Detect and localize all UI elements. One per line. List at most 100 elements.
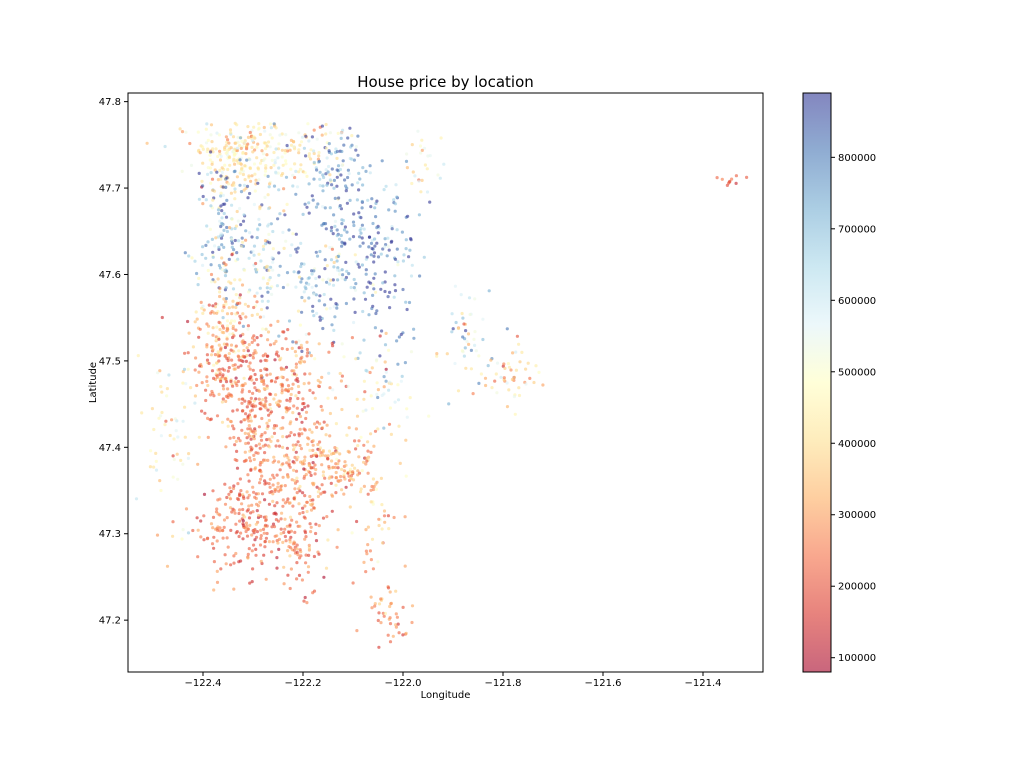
house-point [250, 549, 254, 553]
house-point [231, 384, 235, 388]
house-point [281, 172, 285, 176]
house-point [300, 135, 305, 139]
house-point [274, 393, 278, 397]
house-point [730, 177, 734, 181]
house-point [321, 173, 325, 177]
house-point [317, 159, 321, 163]
house-point [383, 245, 387, 249]
house-point [209, 345, 214, 349]
house-point [382, 614, 386, 618]
house-point [375, 226, 379, 230]
house-point [256, 181, 260, 185]
house-point [342, 469, 346, 473]
house-point [227, 182, 231, 186]
house-point [270, 158, 274, 162]
house-point [383, 520, 387, 524]
house-point [223, 345, 227, 350]
house-point [210, 177, 215, 181]
house-point [463, 346, 467, 350]
house-point [226, 545, 230, 549]
house-point [160, 410, 164, 415]
house-point [405, 407, 409, 411]
house-point [311, 461, 315, 465]
house-point [384, 379, 388, 383]
house-point [481, 317, 485, 321]
house-point [250, 580, 254, 584]
house-point [725, 183, 730, 187]
house-point [243, 178, 247, 182]
house-point [461, 335, 465, 339]
house-point [298, 323, 302, 327]
house-point [230, 217, 234, 221]
house-point [263, 402, 267, 406]
house-point [295, 543, 299, 547]
x-tick-label: −122.0 [384, 678, 421, 689]
house-point [292, 145, 296, 149]
house-point [265, 438, 269, 442]
house-point [386, 295, 390, 299]
house-point [383, 289, 387, 294]
house-point [280, 155, 284, 159]
house-point [327, 464, 331, 469]
house-point [425, 190, 430, 194]
house-point [287, 387, 291, 391]
house-point [229, 379, 233, 384]
house-point [219, 177, 223, 181]
house-point [369, 450, 373, 454]
house-point [258, 223, 262, 227]
house-point [354, 148, 358, 152]
house-point [172, 457, 176, 462]
house-point [408, 248, 412, 252]
house-point [339, 474, 343, 479]
house-point [337, 254, 341, 258]
house-point [235, 466, 240, 470]
colorbar-tick-label: 200000 [838, 582, 876, 593]
house-point [368, 370, 372, 375]
house-point [236, 239, 241, 243]
house-point [514, 368, 519, 372]
house-point [315, 137, 319, 141]
house-point [277, 403, 281, 407]
house-point [239, 364, 243, 368]
house-point [278, 487, 283, 492]
house-point [298, 484, 302, 489]
house-point [220, 330, 224, 334]
y-tick-label: 47.5 [99, 356, 121, 367]
house-point [328, 206, 332, 210]
house-point [225, 198, 229, 202]
house-point [237, 494, 242, 498]
house-point [205, 122, 209, 126]
house-point [333, 315, 337, 319]
house-point [395, 339, 399, 343]
house-point [212, 376, 216, 380]
house-point [258, 500, 262, 504]
house-point [379, 597, 383, 601]
house-point [216, 498, 220, 502]
house-point [309, 157, 313, 161]
house-point [232, 334, 236, 338]
house-point [369, 595, 373, 599]
house-point [210, 369, 215, 373]
house-point [471, 392, 475, 396]
house-point [258, 481, 262, 485]
house-point [368, 171, 372, 175]
house-point [306, 122, 310, 126]
house-point [235, 251, 239, 255]
house-point [422, 255, 426, 259]
chart-title: House price by location [357, 73, 534, 91]
house-point [313, 463, 317, 467]
house-point [272, 431, 277, 435]
house-point [353, 439, 357, 443]
house-point [335, 450, 339, 454]
house-point [247, 434, 251, 438]
house-point [291, 382, 295, 386]
house-point [275, 350, 279, 354]
house-point [228, 226, 232, 230]
house-point [317, 342, 321, 346]
house-point [505, 327, 509, 331]
house-point [410, 143, 414, 147]
house-point [233, 169, 237, 173]
house-point [209, 171, 213, 175]
house-point [227, 492, 231, 496]
house-point [277, 273, 281, 277]
